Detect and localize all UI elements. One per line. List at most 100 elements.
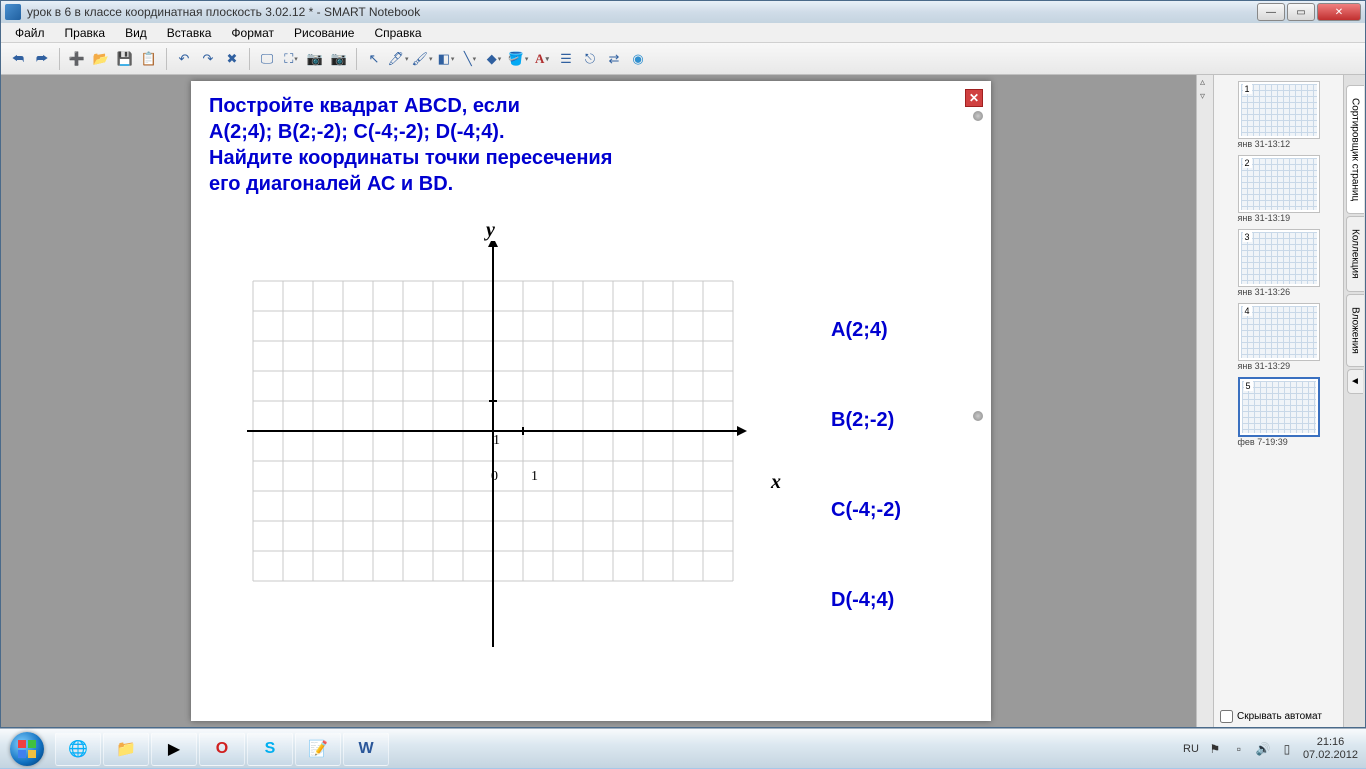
task-line: А(2;4); В(2;-2); С(-4;-2); D(-4;4). bbox=[209, 119, 612, 145]
canvas-area[interactable]: ✕ Постройте квадрат ABCD, если А(2;4); В… bbox=[1, 75, 1196, 727]
point-a-label[interactable]: А(2;4) bbox=[831, 319, 888, 342]
thumb-page-number: 4 bbox=[1243, 306, 1252, 316]
side-tabs: Сортировщик страниц Коллекция Вложения ◄ bbox=[1343, 75, 1365, 727]
menu-view[interactable]: Вид bbox=[115, 24, 157, 42]
titlebar[interactable]: урок в 6 в классе координатная плоскость… bbox=[1, 1, 1365, 23]
drag-handle-icon[interactable] bbox=[973, 111, 983, 121]
menubar: Файл Правка Вид Вставка Формат Рисование… bbox=[1, 23, 1365, 43]
language-indicator[interactable]: RU bbox=[1183, 743, 1199, 755]
taskbar-skype-icon[interactable]: S bbox=[247, 732, 293, 766]
tray-volume-icon[interactable]: 🔊 bbox=[1255, 741, 1271, 757]
exchange-icon[interactable]: ⇄ bbox=[603, 48, 625, 70]
origin-label: 0 bbox=[491, 469, 498, 485]
screen-shade-icon[interactable]: 🖵 bbox=[256, 48, 278, 70]
prev-page-icon[interactable]: ⮪ bbox=[7, 48, 29, 70]
maximize-button[interactable]: ▭ bbox=[1287, 3, 1315, 21]
line-icon[interactable]: ╲ bbox=[459, 48, 481, 70]
undo-icon[interactable]: ↶ bbox=[173, 48, 195, 70]
tab-attachments[interactable]: Вложения bbox=[1346, 294, 1364, 367]
pen-icon[interactable]: 🖊 bbox=[387, 48, 409, 70]
point-c-label[interactable]: С(-4;-2) bbox=[831, 499, 901, 522]
app-window: урок в 6 в классе координатная плоскость… bbox=[0, 0, 1366, 728]
tray-action-icon[interactable]: ▯ bbox=[1279, 741, 1295, 757]
clock-time: 21:16 bbox=[1303, 736, 1358, 748]
window-buttons: — ▭ ✕ bbox=[1257, 3, 1361, 21]
thumb-page-number: 5 bbox=[1244, 381, 1253, 391]
taskbar-word-icon[interactable]: W bbox=[343, 732, 389, 766]
toolbar-separator bbox=[166, 48, 167, 70]
menu-edit[interactable]: Правка bbox=[55, 24, 116, 42]
page-thumbnail[interactable]: 4 bbox=[1238, 303, 1320, 361]
thumb-timestamp: янв 31-13:12 bbox=[1238, 139, 1320, 149]
delete-icon[interactable]: ✖ bbox=[221, 48, 243, 70]
paste-icon[interactable]: 📋 bbox=[138, 48, 160, 70]
move-toolbar-icon[interactable]: ⎋ bbox=[579, 48, 601, 70]
auto-hide-input[interactable] bbox=[1220, 710, 1233, 723]
start-button[interactable] bbox=[0, 729, 54, 769]
screen-capture-icon[interactable]: 📷 bbox=[304, 48, 326, 70]
tray-network-icon[interactable]: ▫ bbox=[1231, 741, 1247, 757]
point-b-label[interactable]: В(2;-2) bbox=[831, 409, 894, 432]
minimize-button[interactable]: — bbox=[1257, 3, 1285, 21]
unit-y-label: 1 bbox=[493, 433, 500, 449]
open-file-icon[interactable]: 📂 bbox=[90, 48, 112, 70]
menu-help[interactable]: Справка bbox=[364, 24, 431, 42]
thumb-page-number: 2 bbox=[1243, 158, 1252, 168]
next-page-icon[interactable]: ⮫ bbox=[31, 48, 53, 70]
thumb-page-number: 3 bbox=[1243, 232, 1252, 242]
toolbar-separator bbox=[249, 48, 250, 70]
thumb-timestamp: янв 31-13:26 bbox=[1238, 287, 1320, 297]
notebook-page[interactable]: ✕ Постройте квадрат ABCD, если А(2;4); В… bbox=[191, 81, 991, 721]
clock-date: 07.02.2012 bbox=[1303, 749, 1358, 761]
page-close-icon[interactable]: ✕ bbox=[965, 89, 983, 107]
toolbar: ⮪ ⮫ ➕ 📂 💾 📋 ↶ ↷ ✖ 🖵 ⛶ 📷 📷 ↖ 🖊 🖌 ◧ ╲ ◆ 🪣 … bbox=[1, 43, 1365, 75]
taskbar-media-icon[interactable]: ▶ bbox=[151, 732, 197, 766]
thumb-timestamp: фев 7-19:39 bbox=[1238, 437, 1320, 447]
doc-camera-icon[interactable]: 📷 bbox=[328, 48, 350, 70]
page-sorter-panel: 1янв 31-13:12 2 янв 31-13:19 3 янв 31-13:26 4… bbox=[1213, 75, 1343, 727]
properties-icon[interactable]: ☰ bbox=[555, 48, 577, 70]
taskbar-explorer-icon[interactable]: 📁 bbox=[103, 732, 149, 766]
auto-hide-checkbox[interactable]: Скрывать автомат bbox=[1220, 710, 1322, 723]
help-hint-icon[interactable]: ◉ bbox=[627, 48, 649, 70]
thumb-preview bbox=[1241, 232, 1317, 284]
tray-flag-icon[interactable]: ⚑ bbox=[1207, 741, 1223, 757]
taskbar-clock[interactable]: 21:16 07.02.2012 bbox=[1303, 736, 1358, 760]
taskbar-smart-icon[interactable]: 📝 bbox=[295, 732, 341, 766]
fill-icon[interactable]: 🪣 bbox=[507, 48, 529, 70]
vertical-scrollbar[interactable] bbox=[1196, 75, 1213, 727]
thumb-preview bbox=[1241, 306, 1317, 358]
menu-format[interactable]: Формат bbox=[221, 24, 284, 42]
creative-pen-icon[interactable]: 🖌 bbox=[411, 48, 433, 70]
eraser-icon[interactable]: ◧ bbox=[435, 48, 457, 70]
save-icon[interactable]: 💾 bbox=[114, 48, 136, 70]
page-thumbnail[interactable]: 3 bbox=[1238, 229, 1320, 287]
redo-icon[interactable]: ↷ bbox=[197, 48, 219, 70]
tab-page-sorter[interactable]: Сортировщик страниц bbox=[1346, 85, 1364, 214]
thumb-preview bbox=[1241, 84, 1317, 136]
thumb-timestamp: янв 31-13:19 bbox=[1238, 213, 1320, 223]
toolbar-separator bbox=[59, 48, 60, 70]
new-file-icon[interactable]: ➕ bbox=[66, 48, 88, 70]
tab-gallery[interactable]: Коллекция bbox=[1346, 216, 1364, 292]
coordinate-plane bbox=[243, 241, 753, 664]
menu-file[interactable]: Файл bbox=[5, 24, 55, 42]
point-d-label[interactable]: D(-4;4) bbox=[831, 589, 894, 612]
menu-draw[interactable]: Рисование bbox=[284, 24, 364, 42]
taskbar-opera-icon[interactable]: O bbox=[199, 732, 245, 766]
page-thumbnail[interactable]: 2 bbox=[1238, 155, 1320, 213]
taskbar-ie-icon[interactable]: 🌐 bbox=[55, 732, 101, 766]
drag-handle-icon[interactable] bbox=[973, 411, 983, 421]
task-text: Постройте квадрат ABCD, если А(2;4); В(2… bbox=[209, 93, 612, 197]
close-button[interactable]: ✕ bbox=[1317, 3, 1361, 21]
task-line: Найдите координаты точки пересечения bbox=[209, 145, 612, 171]
shape-icon[interactable]: ◆ bbox=[483, 48, 505, 70]
page-thumbnail[interactable]: 1 bbox=[1238, 81, 1320, 139]
menu-insert[interactable]: Вставка bbox=[157, 24, 222, 42]
page-thumbnail[interactable]: 5 bbox=[1238, 377, 1320, 437]
select-cursor-icon[interactable]: ↖ bbox=[363, 48, 385, 70]
text-tool-icon[interactable]: A bbox=[531, 48, 553, 70]
toolbar-separator bbox=[356, 48, 357, 70]
tab-collapse-icon[interactable]: ◄ bbox=[1347, 369, 1363, 394]
fullscreen-icon[interactable]: ⛶ bbox=[280, 48, 302, 70]
